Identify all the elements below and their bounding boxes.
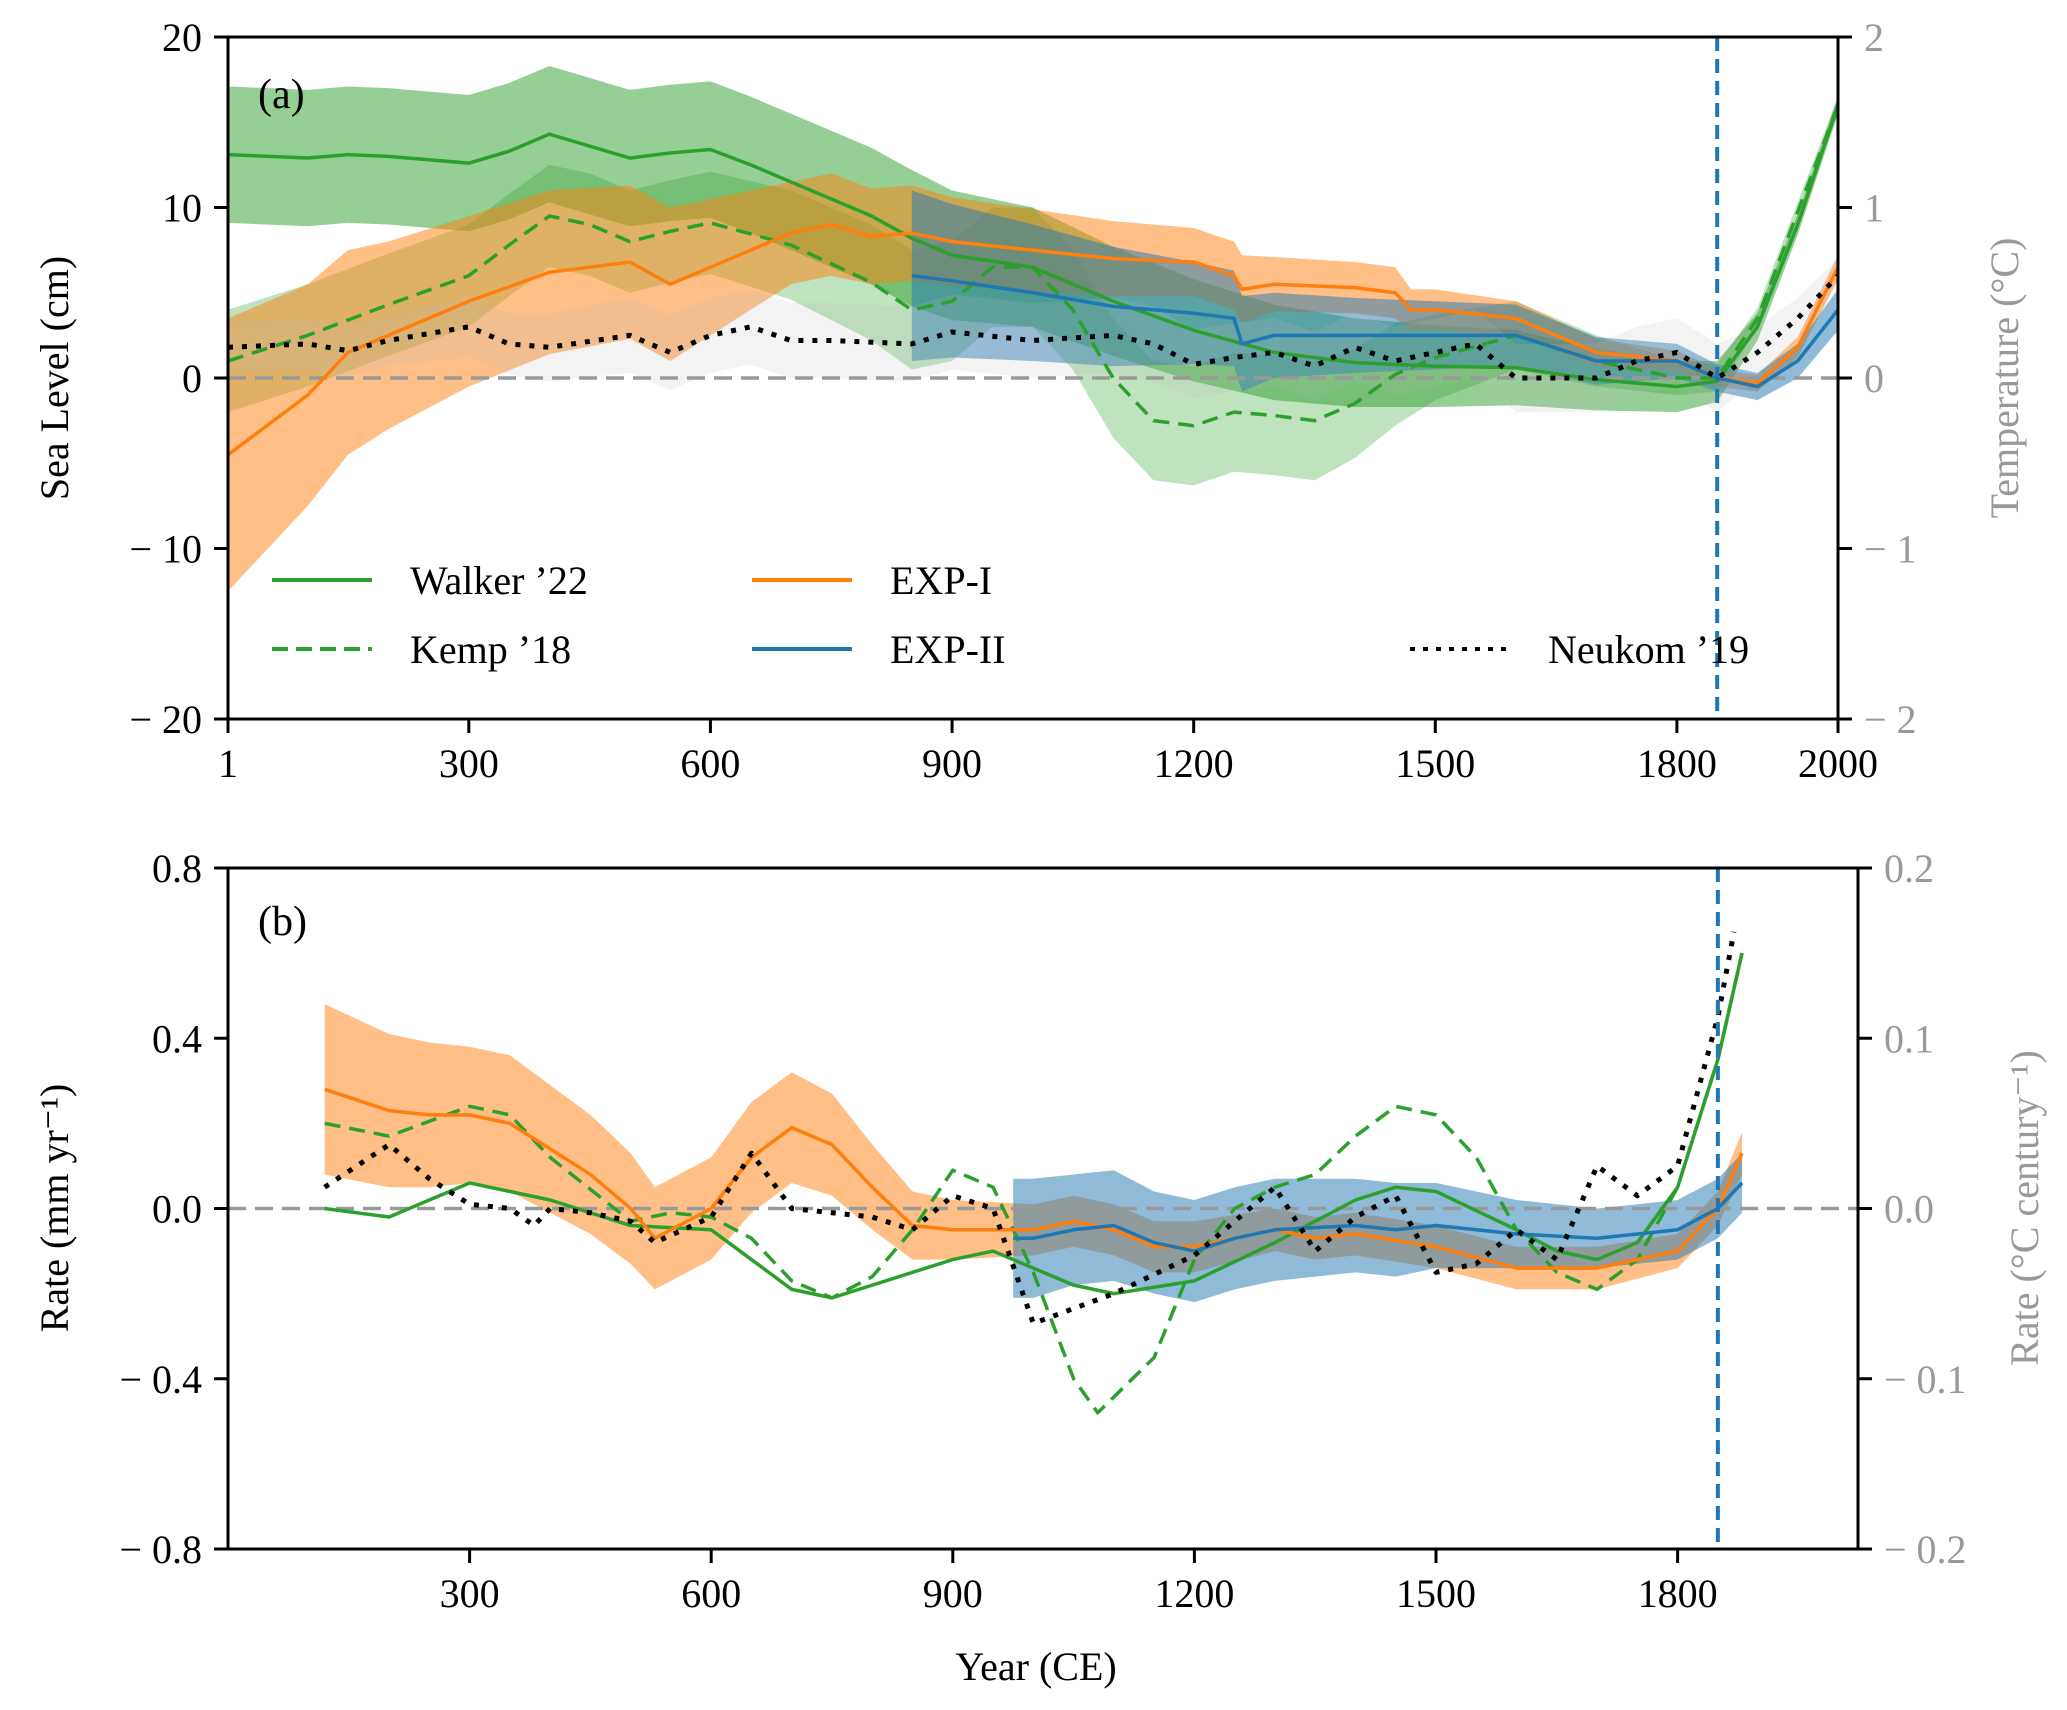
y-tick-label-right: 0.0 <box>1884 1187 1934 1232</box>
legend-label-neukom: Neukom ’19 <box>1548 627 1749 672</box>
y-tick-label: 20 <box>162 15 202 60</box>
panel-b-bands <box>324 1004 1743 1303</box>
legend-label-walker: Walker ’22 <box>410 558 588 603</box>
series-line-exp-ii <box>1013 1181 1744 1253</box>
panel-a-y-axis-title-right: Temperature (°C) <box>1982 238 2027 519</box>
legend-item-exp-ii: EXP-II <box>752 627 1006 672</box>
band-exp-i <box>228 173 1838 592</box>
panel-a-label: (a) <box>258 72 305 118</box>
panel-b-x-axis-title: Year (CE) <box>955 1644 1116 1689</box>
series-line-kemp-18 <box>324 952 1744 1415</box>
legend-label-kemp: Kemp ’18 <box>410 627 571 672</box>
x-tick-label: 1800 <box>1637 741 1717 786</box>
series-line-exp-i <box>226 222 1840 457</box>
x-tick-label: 1500 <box>1395 741 1475 786</box>
series-line-kemp-18 <box>227 104 1840 428</box>
series-line-exp-i <box>324 1087 1744 1270</box>
panel-a-y-ticks: 20 10 0 − 10 − 20 <box>129 15 228 742</box>
legend: Walker ’22 Kemp ’18 EXP-I EXP-II Neukom … <box>272 558 1749 672</box>
y-tick-label-right: 0 <box>1864 356 1884 401</box>
x-tick-label: 1800 <box>1638 1571 1718 1616</box>
x-tick-label: 2000 <box>1798 741 1878 786</box>
panel-a-lines <box>226 104 1840 457</box>
panel-b-y-ticks-right: 0.2 0.1 0.0 − 0.1 − 0.2 <box>1858 846 1967 1572</box>
x-tick-label: 900 <box>923 1571 983 1616</box>
series-line-neukom-19 <box>227 273 1840 381</box>
x-tick-label: 300 <box>439 741 499 786</box>
panel-b: 300 600 900 1200 1500 1800 0.8 0.4 0.0 − 0.4 − 0.… <box>32 846 2047 1689</box>
panel-b-y-axis-title: Rate (mm yr⁻¹) <box>32 1084 77 1333</box>
y-tick-label: 0.4 <box>152 1016 202 1061</box>
x-tick-label: 900 <box>922 741 982 786</box>
y-tick-label-right: 2 <box>1864 15 1884 60</box>
x-tick-label: 600 <box>680 741 740 786</box>
panel-b-label: (b) <box>258 899 307 945</box>
y-tick-label: − 20 <box>129 697 202 742</box>
x-tick-label: 600 <box>681 1571 741 1616</box>
legend-item-neukom: Neukom ’19 <box>1410 627 1749 672</box>
y-tick-label: 0.8 <box>152 846 202 891</box>
x-tick-label: 1 <box>218 741 238 786</box>
y-tick-label-right: − 2 <box>1864 697 1917 742</box>
panel-a-bands <box>228 65 1838 592</box>
x-tick-label: 1200 <box>1154 741 1234 786</box>
y-tick-label-right: − 0.1 <box>1884 1357 1967 1402</box>
panel-b-lines <box>323 931 1744 1415</box>
band-neukom-19 <box>228 258 1838 413</box>
y-tick-label: 0.0 <box>152 1187 202 1232</box>
legend-item-exp-i: EXP-I <box>752 558 992 603</box>
y-tick-label-right: − 1 <box>1864 527 1917 572</box>
y-tick-label: − 0.4 <box>119 1357 202 1402</box>
y-tick-label-right: 1 <box>1864 186 1884 231</box>
y-tick-label: − 10 <box>129 527 202 572</box>
y-tick-label: − 0.8 <box>119 1527 202 1572</box>
x-tick-label: 1200 <box>1154 1571 1234 1616</box>
y-tick-label: 0 <box>182 356 202 401</box>
y-tick-label-right: 0.2 <box>1884 846 1934 891</box>
y-tick-label: 10 <box>162 186 202 231</box>
panel-b-x-ticks: 300 600 900 1200 1500 1800 <box>440 1549 1718 1616</box>
panel-a-y-axis-title: Sea Level (cm) <box>32 256 77 500</box>
x-tick-label: 300 <box>440 1571 500 1616</box>
series-line-neukom-19 <box>323 931 1737 1326</box>
legend-label-exp-i: EXP-I <box>890 558 992 603</box>
legend-item-kemp: Kemp ’18 <box>272 627 571 672</box>
panel-a-y-ticks-right: 2 1 0 − 1 − 2 <box>1838 15 1917 742</box>
panel-a-x-ticks: 1 300 600 900 1200 1500 1800 2000 <box>218 719 1878 786</box>
y-tick-label-right: − 0.2 <box>1884 1527 1967 1572</box>
panel-b-y-axis-title-right: Rate (°C century⁻¹) <box>2002 1050 2047 1366</box>
legend-label-exp-ii: EXP-II <box>890 627 1006 672</box>
y-tick-label-right: 0.1 <box>1884 1016 1934 1061</box>
legend-item-walker: Walker ’22 <box>272 558 588 603</box>
band-exp-ii <box>911 190 1838 401</box>
panel-b-y-ticks: 0.8 0.4 0.0 − 0.4 − 0.8 <box>119 846 228 1572</box>
x-tick-label: 1500 <box>1396 1571 1476 1616</box>
